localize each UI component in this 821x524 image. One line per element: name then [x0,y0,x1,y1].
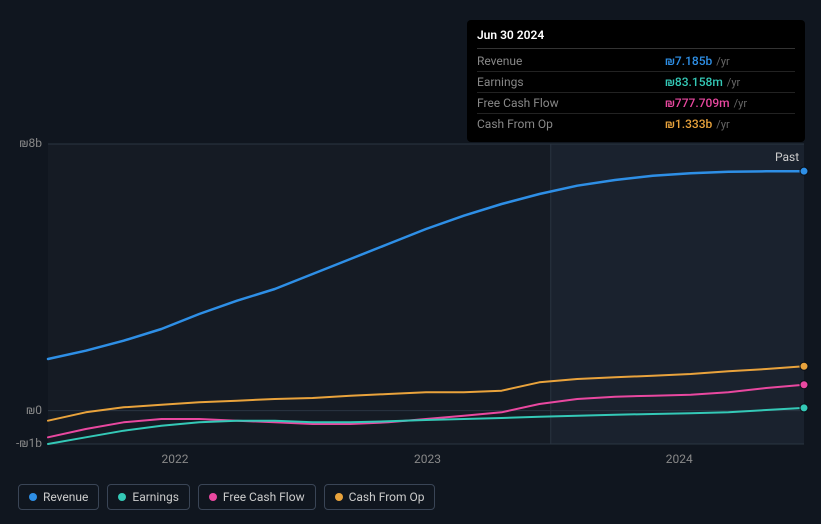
legend-item[interactable]: Earnings [107,484,190,510]
legend-dot-icon [29,493,37,501]
y-axis-label: ₪8b [0,136,42,150]
legend-label: Free Cash Flow [223,490,305,504]
x-axis-label: 2023 [414,452,441,466]
past-label: Past [775,150,799,164]
legend-item[interactable]: Cash From Op [324,484,436,510]
x-axis-label: 2024 [666,452,693,466]
legend-dot-icon [335,493,343,501]
legend-dot-icon [209,493,217,501]
x-axis-label: 2022 [162,452,189,466]
y-axis-label: -₪1b [0,436,42,450]
legend-label: Cash From Op [349,490,425,504]
y-axis-label: ₪0 [0,403,42,417]
chart-legend: Revenue Earnings Free Cash Flow Cash From O… [18,484,435,510]
legend-label: Earnings [132,490,179,504]
line-chart [0,0,814,454]
legend-item[interactable]: Revenue [18,484,99,510]
legend-item[interactable]: Free Cash Flow [198,484,316,510]
legend-dot-icon [118,493,126,501]
legend-label: Revenue [43,490,88,504]
